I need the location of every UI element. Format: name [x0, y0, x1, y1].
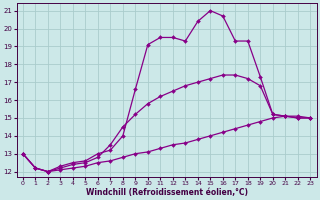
- X-axis label: Windchill (Refroidissement éolien,°C): Windchill (Refroidissement éolien,°C): [85, 188, 248, 197]
